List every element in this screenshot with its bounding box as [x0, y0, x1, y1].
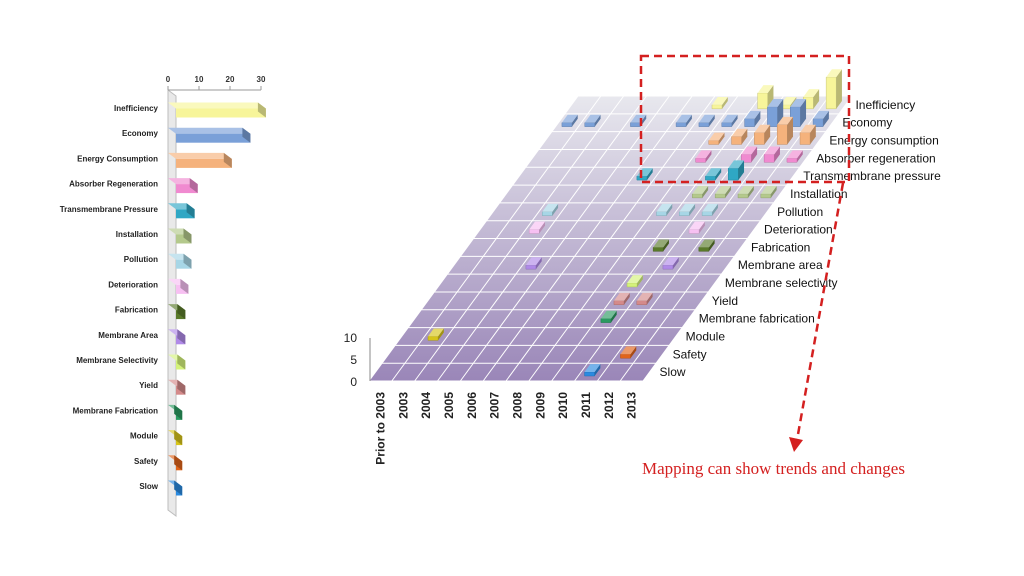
matrix-category-label: Module	[686, 329, 726, 343]
matrix-bar	[637, 301, 647, 305]
matrix-category-label: Yield	[712, 294, 738, 308]
matrix-bar	[777, 125, 787, 145]
matrix-bar	[712, 105, 722, 109]
matrix-category-label: Membrane area	[738, 258, 823, 272]
annotation-caption: Mapping can show trends and changes	[642, 459, 905, 479]
matrix-z-tick-label: 10	[344, 331, 358, 345]
matrix-bar	[758, 93, 768, 109]
matrix-bar	[627, 283, 637, 287]
matrix-bar	[620, 354, 630, 358]
matrix-bar	[601, 319, 611, 323]
matrix-category-label: Deterioration	[764, 223, 833, 237]
matrix-bar	[702, 212, 712, 216]
matrix-category-label: Absorber regeneration	[816, 151, 935, 165]
matrix-bar	[679, 212, 689, 216]
matrix-bar	[585, 123, 595, 127]
matrix-bar	[562, 123, 572, 127]
matrix-bar	[529, 230, 539, 234]
matrix-z-tick-label: 0	[350, 375, 357, 389]
highlight-arrow-head	[789, 437, 803, 452]
matrix-bar	[754, 133, 764, 145]
matrix-bar	[699, 123, 709, 127]
matrix-category-label: Membrane selectivity	[725, 276, 838, 290]
matrix-bar	[542, 212, 552, 216]
matrix-bar	[614, 301, 624, 305]
matrix-year-label: 2012	[602, 392, 616, 419]
matrix-year-label: 2004	[419, 392, 433, 419]
matrix-year-label: 2009	[533, 392, 547, 419]
matrix-category-label: Membrane fabrication	[699, 312, 815, 326]
matrix-z-tick-label: 5	[350, 353, 357, 367]
matrix-bar	[428, 336, 438, 340]
matrix-year-label: 2003	[396, 392, 410, 419]
matrix-category-label: Transmembrane pressure	[803, 169, 941, 183]
matrix-year-label: 2010	[556, 392, 570, 419]
matrix-category-label: Fabrication	[751, 240, 810, 254]
matrix-year-label: 2006	[465, 392, 479, 419]
matrix-bar	[761, 194, 771, 198]
matrix-bar	[826, 77, 836, 109]
matrix-bar	[692, 194, 702, 198]
matrix-bar	[709, 140, 719, 144]
matrix-bar	[689, 230, 699, 234]
matrix-year-label: 2011	[579, 392, 593, 418]
matrix-bar	[630, 123, 640, 127]
matrix-category-label: Safety	[673, 347, 707, 361]
matrix-bar	[585, 372, 595, 376]
matrix-bar	[699, 247, 709, 251]
matrix-bar	[663, 265, 673, 269]
matrix-bar	[696, 158, 706, 162]
matrix-bar	[787, 158, 797, 162]
matrix-bar	[722, 123, 732, 127]
matrix-category-label: Slow	[660, 365, 686, 379]
matrix-bar	[745, 119, 755, 127]
matrix-bar	[676, 123, 686, 127]
matrix-bar	[526, 265, 536, 269]
matrix-category-label: Inefficiency	[855, 98, 915, 112]
matrix-bar	[800, 133, 810, 145]
matrix-bar	[738, 194, 748, 198]
matrix-bar	[764, 154, 774, 162]
matrix-year-label: 2013	[625, 392, 639, 419]
matrix-bar	[728, 168, 738, 180]
matrix-bar	[653, 247, 663, 251]
matrix-category-label: Pollution	[777, 205, 823, 219]
matrix-bar	[656, 212, 666, 216]
matrix-year-label: 2008	[510, 392, 524, 419]
matrix-bar	[732, 137, 742, 145]
matrix-bar	[705, 176, 715, 180]
matrix-bar	[767, 107, 777, 127]
matrix-year-label: 2005	[442, 392, 456, 419]
matrix-category-label: Energy consumption	[829, 134, 938, 148]
matrix-year-label: Prior to 2003	[373, 392, 387, 465]
matrix-bar	[715, 194, 725, 198]
matrix-year-label: 2007	[488, 392, 502, 419]
